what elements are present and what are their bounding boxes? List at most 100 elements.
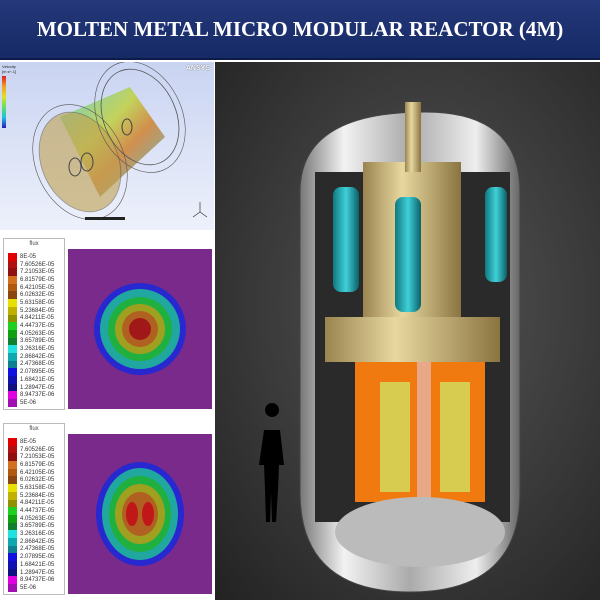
- flux-legend-value: 4.05263E-05: [20, 330, 55, 337]
- flux-legend-value: 6.42105E-05: [20, 284, 55, 291]
- flux-legend-value: 8.94737E-06: [20, 392, 55, 399]
- cylinder-front-ring: [32, 104, 128, 220]
- heat-exchanger: [395, 197, 421, 312]
- flux-legend-value: 1.68421E-05: [20, 376, 55, 383]
- flux-legend-entry: 2.47368E-05: [8, 360, 54, 369]
- flux-legend-entry: 5E-06: [8, 584, 54, 592]
- flux-legend-entry: 2.86842E-05: [8, 352, 55, 361]
- flux-legend-value: 7.60526E-05: [20, 261, 55, 268]
- flux-legend-entry: 4.05263E-05: [8, 329, 55, 338]
- flux-legend-swatch: [8, 568, 17, 577]
- flux-legend-value: 3.26316E-05: [20, 346, 55, 353]
- flux-legend-swatch: [8, 484, 17, 492]
- velocity-legend-label: Velocity [m s^-1]: [2, 64, 16, 74]
- flux-legend-swatch: [8, 376, 17, 384]
- top-shaft: [405, 102, 421, 172]
- flux-legend-swatch: [8, 461, 17, 469]
- flux-legend-value: 1.28947E-05: [20, 569, 55, 576]
- cylinder-back-ring: [94, 62, 186, 173]
- flux-contour: [129, 318, 151, 340]
- core-channel: [417, 362, 431, 502]
- flux-legend-value: 2.86842E-05: [20, 353, 55, 360]
- flux-legend-value: 5.63158E-05: [20, 299, 55, 306]
- flux-legend-value: 5.23684E-05: [20, 492, 55, 499]
- flux-legend-entry: 3.26316E-05: [8, 530, 54, 538]
- flux-legend-value: 4.44737E-05: [20, 508, 55, 515]
- flux-legend-entry: 8E-05: [8, 438, 54, 446]
- flux-legend-entry: 7.60526E-05: [8, 260, 55, 269]
- flux-legend-swatch: [8, 468, 17, 477]
- flux-plot-1: flux 8E-05 7.60526E-05 7.21053E-05 6.81579E…: [0, 235, 214, 413]
- page-title: MOLTEN METAL MICRO MODULAR REACTOR (4M): [0, 0, 600, 60]
- flux-legend-entry: 5.23684E-05: [8, 306, 54, 315]
- velocity-vector-cylinder: [32, 62, 208, 220]
- flux-legend-swatch: [8, 561, 17, 569]
- cfd-velocity-simulation: Velocity [m s^-1] ANSYS: [0, 62, 214, 230]
- reactor-cutaway-render: [215, 62, 600, 600]
- flux-legend-entry: 8.94737E-06: [8, 576, 55, 585]
- flux-legend-entry: 3.65789E-05: [8, 522, 54, 531]
- flux-legend-swatch: [8, 291, 17, 300]
- flux-legend-swatch: [8, 383, 17, 392]
- flux-legend-swatch: [8, 514, 17, 523]
- flux-legend-entry: 6.02632E-05: [8, 291, 54, 300]
- flux-legend-entry: 4.84211E-05: [8, 499, 54, 508]
- flux-legend-entry: 1.28947E-05: [8, 568, 55, 577]
- flux-legend-entry: 5.63158E-05: [8, 484, 54, 492]
- flux-legend-entry: 4.44737E-05: [8, 507, 54, 515]
- flux-legend-swatch: [8, 322, 17, 330]
- flux-legend-swatch: [8, 260, 17, 269]
- flux-legend-value: 3.65789E-05: [20, 338, 55, 345]
- fuel-block: [380, 382, 410, 492]
- flux-legend-value: 8.94737E-06: [20, 577, 55, 584]
- axis-triad-icon: [192, 202, 208, 218]
- flux-legend-entry: 4.44737E-05: [8, 322, 54, 330]
- flux-legend-value: 8E-05: [20, 253, 37, 260]
- flux-legend-value: 4.44737E-05: [20, 323, 55, 330]
- flux-legend-value: 8E-05: [20, 438, 37, 445]
- flux-legend-value: 5.63158E-05: [20, 484, 55, 491]
- flux-legend-title: flux: [29, 426, 39, 432]
- flux-legend-swatch: [8, 276, 17, 284]
- flux-legend-entry: 7.21053E-05: [8, 268, 54, 277]
- flux-legend-swatch: [8, 530, 17, 538]
- flux-legend-swatch: [8, 314, 17, 323]
- fuel-block: [440, 382, 470, 492]
- flux-legend-swatch: [8, 438, 17, 446]
- flux-legend: flux 8E-05 7.60526E-05 7.21053E-05 6.81579E…: [3, 423, 65, 595]
- lower-head: [335, 497, 505, 567]
- velocity-unit: [m s^-1]: [2, 69, 17, 74]
- flux-legend-entry: 2.07895E-05: [8, 368, 54, 376]
- cylinder-back-face: [100, 68, 180, 166]
- flux-legend-entry: 3.65789E-05: [8, 337, 55, 346]
- flux-legend-entry: 6.81579E-05: [8, 276, 54, 284]
- flux-legend-rows: 8E-05 7.60526E-05 7.21053E-05 6.81579E-05 6.…: [8, 253, 54, 407]
- flux-legend-entry: 3.26316E-05: [8, 345, 54, 353]
- upper-plenum: [325, 317, 500, 362]
- flux-legend-swatch: [8, 491, 17, 500]
- flux-legend-swatch: [8, 545, 17, 554]
- flux-legend-swatch: [8, 584, 17, 592]
- velocity-legend-title: Velocity: [2, 64, 16, 69]
- flux-plot-2: flux 8E-05 7.60526E-05 7.21053E-05 6.81579E…: [0, 420, 214, 598]
- flux-legend-value: 4.84211E-05: [20, 315, 54, 322]
- flux-distribution-map: [68, 249, 212, 409]
- flux-legend-entry: 6.81579E-05: [8, 461, 54, 469]
- flux-legend-value: 1.68421E-05: [20, 561, 55, 568]
- ansys-logo: ANSYS: [185, 65, 210, 72]
- flux-legend-value: 3.26316E-05: [20, 531, 55, 538]
- flux-legend-value: 6.42105E-05: [20, 469, 55, 476]
- flux-legend-entry: 8.94737E-06: [8, 391, 55, 400]
- flux-distribution-map: [68, 434, 212, 594]
- flux-legend-entry: 5.23684E-05: [8, 491, 55, 500]
- flux-legend: flux 8E-05 7.60526E-05 7.21053E-05 6.81579E…: [3, 238, 65, 410]
- flux-legend-value: 2.07895E-05: [20, 554, 55, 561]
- heat-exchanger: [485, 187, 507, 282]
- flux-legend-value: 7.21053E-05: [20, 454, 55, 461]
- flux-legend-swatch: [8, 522, 17, 531]
- cylinder-port: [68, 157, 82, 177]
- flux-legend-swatch: [8, 576, 17, 585]
- scale-bar: [85, 217, 125, 220]
- flux-legend-swatch: [8, 445, 17, 454]
- flux-legend-swatch: [8, 268, 17, 277]
